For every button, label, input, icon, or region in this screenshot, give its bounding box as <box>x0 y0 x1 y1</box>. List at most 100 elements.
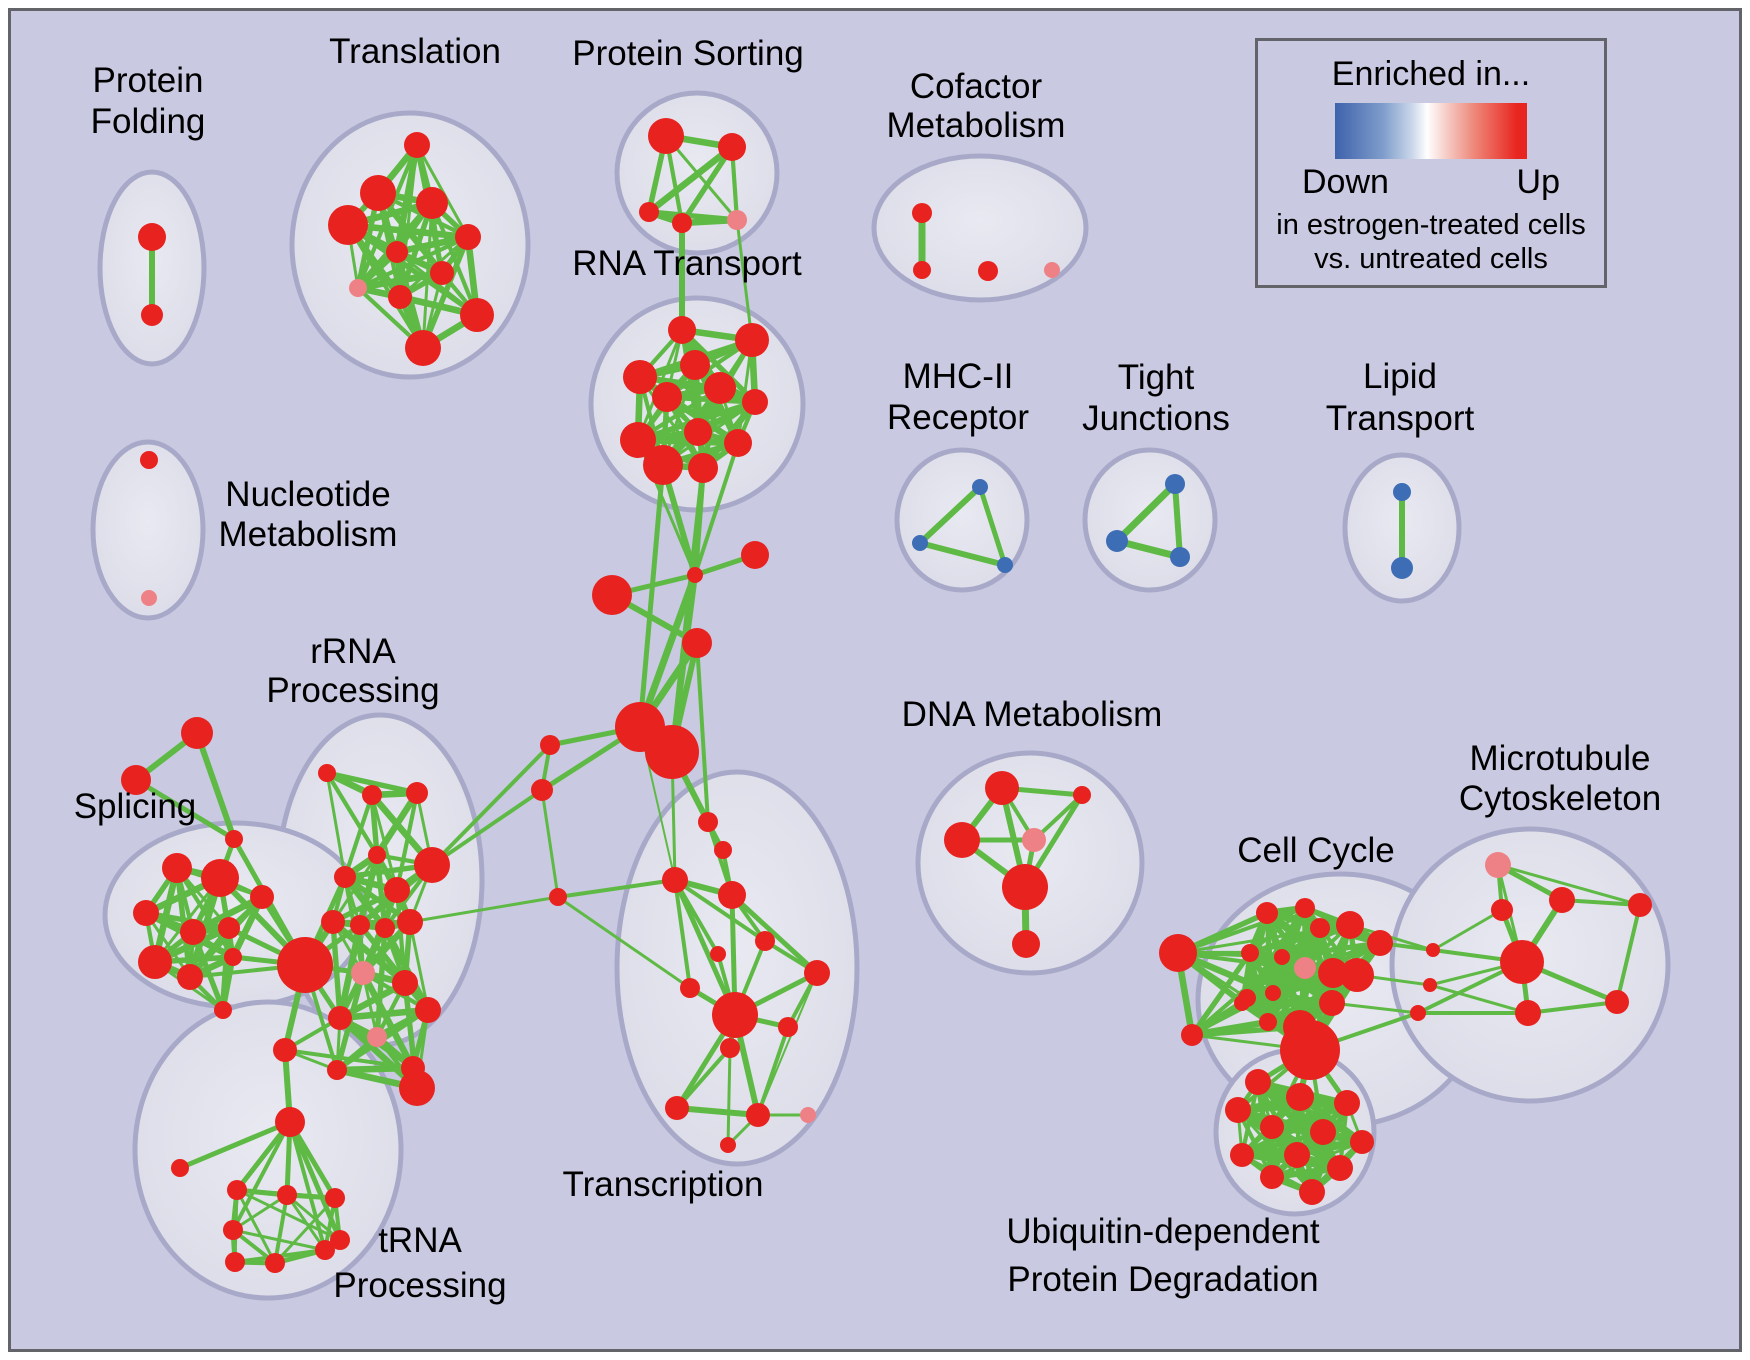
gene-set-node-red <box>1299 1179 1325 1205</box>
edge <box>285 1193 342 1242</box>
gene-set-node-red <box>1319 990 1345 1016</box>
gene-set-node-red <box>944 822 980 858</box>
gene-set-node-red <box>668 316 696 344</box>
gene-set-node-red <box>416 187 448 219</box>
gene-set-node-red <box>978 261 998 281</box>
edge <box>672 877 738 1018</box>
cluster-label-transcription-line1: Transcription <box>563 1165 764 1204</box>
edge <box>324 770 380 858</box>
edge <box>336 1006 432 1022</box>
edge <box>408 895 560 924</box>
gene-set-node-red <box>328 1006 352 1030</box>
gene-set-node-red <box>1426 943 1440 957</box>
edge <box>430 788 544 867</box>
edge <box>354 269 446 292</box>
cluster-label-trna_processing-line1: tRNA <box>378 1221 462 1260</box>
gene-set-node-red <box>620 422 656 458</box>
gene-set-node-red <box>1491 899 1513 921</box>
gene-set-node-pink <box>1022 828 1046 852</box>
gene-set-node-red <box>665 1096 689 1120</box>
cluster-label-mhc2_receptor-line1: MHC-II <box>903 357 1014 396</box>
gene-set-node-red <box>455 224 481 250</box>
gene-set-node-red <box>392 970 418 996</box>
gene-set-node-red <box>720 1038 740 1058</box>
legend-subtitle-line2: vs. untreated cells <box>1314 243 1548 275</box>
gene-set-node-red <box>718 133 746 161</box>
gene-set-node-red <box>181 717 213 749</box>
gene-set-node-red <box>225 830 243 848</box>
cluster-label-rna_transport-line1: RNA Transport <box>572 244 802 283</box>
cluster-label-ubiquitin_degradation-line2: Protein Degradation <box>1007 1260 1318 1299</box>
gene-set-node-red <box>141 304 163 326</box>
gene-set-node-pink <box>367 1027 387 1047</box>
cluster-label-microtubule_cytoskeleton-line2: Cytoskeleton <box>1459 779 1661 818</box>
edge <box>917 540 1008 568</box>
gene-set-node-red <box>684 418 712 446</box>
cluster-label-nucleotide_metabolism-line2: Metabolism <box>219 515 398 554</box>
edge <box>283 1048 415 1070</box>
gene-set-node-red <box>1423 978 1437 992</box>
gene-set-node-blue <box>1393 483 1411 501</box>
legend-down-label: Down <box>1302 163 1389 201</box>
gene-set-node-red <box>328 205 368 245</box>
gene-set-node-red <box>623 360 657 394</box>
gene-set-node-red <box>1245 1069 1271 1095</box>
edge <box>1248 906 1307 955</box>
edge <box>673 878 692 990</box>
edge <box>273 1196 337 1265</box>
edge <box>674 1105 761 1118</box>
edge <box>133 777 237 842</box>
gene-set-node-blue <box>997 557 1013 573</box>
gene-set-node-red <box>718 881 746 909</box>
gene-set-node-blue <box>912 535 928 551</box>
edge <box>325 771 347 879</box>
edge <box>430 743 552 867</box>
edge <box>342 792 375 880</box>
cluster-label-rrna_processing-line1: rRNA <box>310 632 396 671</box>
edge <box>675 1046 732 1110</box>
cluster-label-trna_processing-line2: Processing <box>333 1266 506 1305</box>
edge <box>1379 942 1523 963</box>
cluster-label-protein_folding-line1: Protein <box>93 61 204 100</box>
gene-set-node-red <box>405 330 441 366</box>
gene-set-node-red <box>275 1107 305 1137</box>
gene-set-node-red <box>778 1017 798 1037</box>
gene-set-node-red <box>688 453 718 483</box>
gene-set-node-red <box>350 915 370 935</box>
edge <box>231 1120 292 1232</box>
gene-set-node-red <box>643 445 683 485</box>
edge <box>1172 481 1183 560</box>
edge <box>977 484 1008 568</box>
legend-title: Enriched in... <box>1331 55 1531 93</box>
gene-set-node-red <box>1410 1005 1426 1021</box>
gene-set-node-red <box>592 575 632 615</box>
edge <box>373 789 421 859</box>
gene-set-node-pink <box>800 1107 816 1123</box>
gene-set-node-red <box>415 997 441 1023</box>
gene-set-node-red <box>315 1240 335 1260</box>
edge <box>1189 950 1253 1038</box>
gene-set-node-red <box>265 1253 285 1273</box>
edge <box>645 143 736 216</box>
gene-set-node-red <box>1549 887 1575 913</box>
gene-set-node-red <box>177 964 203 990</box>
cluster-label-splicing-line1: Splicing <box>74 787 197 826</box>
gene-set-node-red <box>1327 1155 1353 1181</box>
edge <box>359 969 417 1072</box>
edge <box>1615 903 1642 1004</box>
edge <box>695 641 710 824</box>
edge <box>345 222 426 351</box>
gene-set-node-red <box>1002 864 1048 910</box>
gene-set-node-red <box>742 389 768 415</box>
gene-set-node-red <box>1265 985 1281 1001</box>
gene-set-node-red <box>1256 902 1278 924</box>
gene-set-node-red <box>720 1137 736 1153</box>
edge <box>420 234 471 351</box>
edge <box>1431 908 1504 952</box>
gene-set-node-pink <box>351 961 375 985</box>
gene-set-node-red <box>652 382 682 412</box>
edge <box>556 895 692 990</box>
gene-set-node-red <box>227 1180 247 1200</box>
edge <box>664 134 739 222</box>
